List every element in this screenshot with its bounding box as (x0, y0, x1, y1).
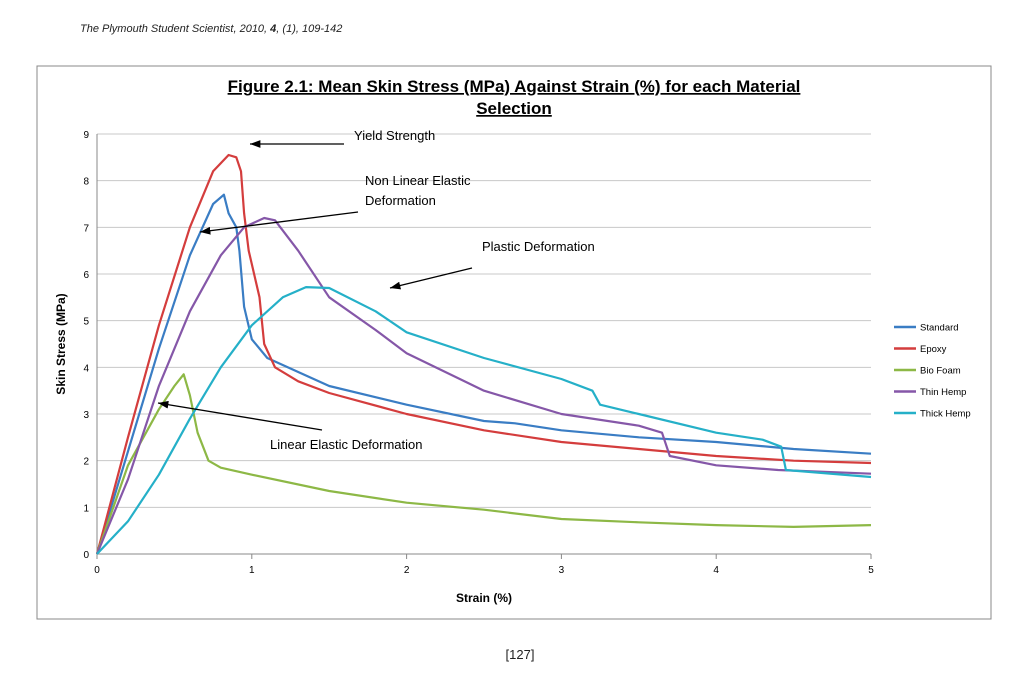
x-axis-label: Strain (%) (456, 591, 512, 605)
series-line-thin-hemp (95, 216, 872, 555)
chart-frame (36, 65, 992, 620)
annotation-arrow (157, 400, 323, 431)
journal-header: The Plymouth Student Scientist, 2010, 4,… (80, 23, 342, 35)
x-tick-label: 5 (868, 565, 874, 576)
x-tick-label: 2 (404, 565, 410, 576)
journal-issue-pages: , (1), 109-142 (276, 23, 343, 35)
y-tick-label: 9 (83, 130, 89, 141)
series-line-epoxy (95, 153, 872, 555)
chart-title-line1: Figure 2.1: Mean Skin Stress (MPa) Again… (228, 77, 801, 96)
x-tick-label: 4 (713, 565, 719, 576)
legend-label: Bio Foam (920, 366, 961, 377)
series-line-thick-hemp (96, 286, 872, 555)
y-tick-label: 3 (83, 410, 89, 421)
x-tick-label: 1 (249, 565, 255, 576)
y-tick-label: 8 (83, 177, 89, 188)
legend-label: Epoxy (920, 344, 947, 355)
annotation-arrow (199, 211, 359, 235)
legend-label: Thin Hemp (920, 387, 966, 398)
annotation-arrow (389, 267, 473, 290)
annotation-text: Yield Strength (354, 128, 435, 143)
y-axis-label: Skin Stress (MPa) (54, 293, 68, 394)
y-tick-label: 5 (83, 317, 89, 328)
y-tick-label: 7 (83, 223, 89, 234)
annotation-text: Linear Elastic Deformation (270, 437, 422, 452)
y-tick-label: 0 (83, 550, 89, 561)
x-tick-label: 3 (559, 565, 565, 576)
y-tick-label: 1 (83, 503, 89, 514)
annotation-text: Deformation (365, 193, 436, 208)
journal-name: The Plymouth Student Scientist, 2010, (80, 23, 271, 35)
legend-label: Thick Hemp (920, 409, 971, 420)
x-tick-label: 0 (94, 565, 100, 576)
y-tick-label: 2 (83, 457, 89, 468)
chart-title-line2: Selection (476, 99, 552, 118)
y-tick-label: 4 (83, 363, 89, 374)
y-tick-label: 6 (83, 270, 89, 281)
page-number: [127] (505, 647, 535, 662)
annotation-text: Non Linear Elastic (365, 173, 471, 188)
series-line-bio-foam (95, 373, 872, 555)
annotation-text: Plastic Deformation (482, 239, 595, 254)
journal-volume: 4 (270, 23, 277, 35)
legend-label: Standard (920, 323, 959, 334)
